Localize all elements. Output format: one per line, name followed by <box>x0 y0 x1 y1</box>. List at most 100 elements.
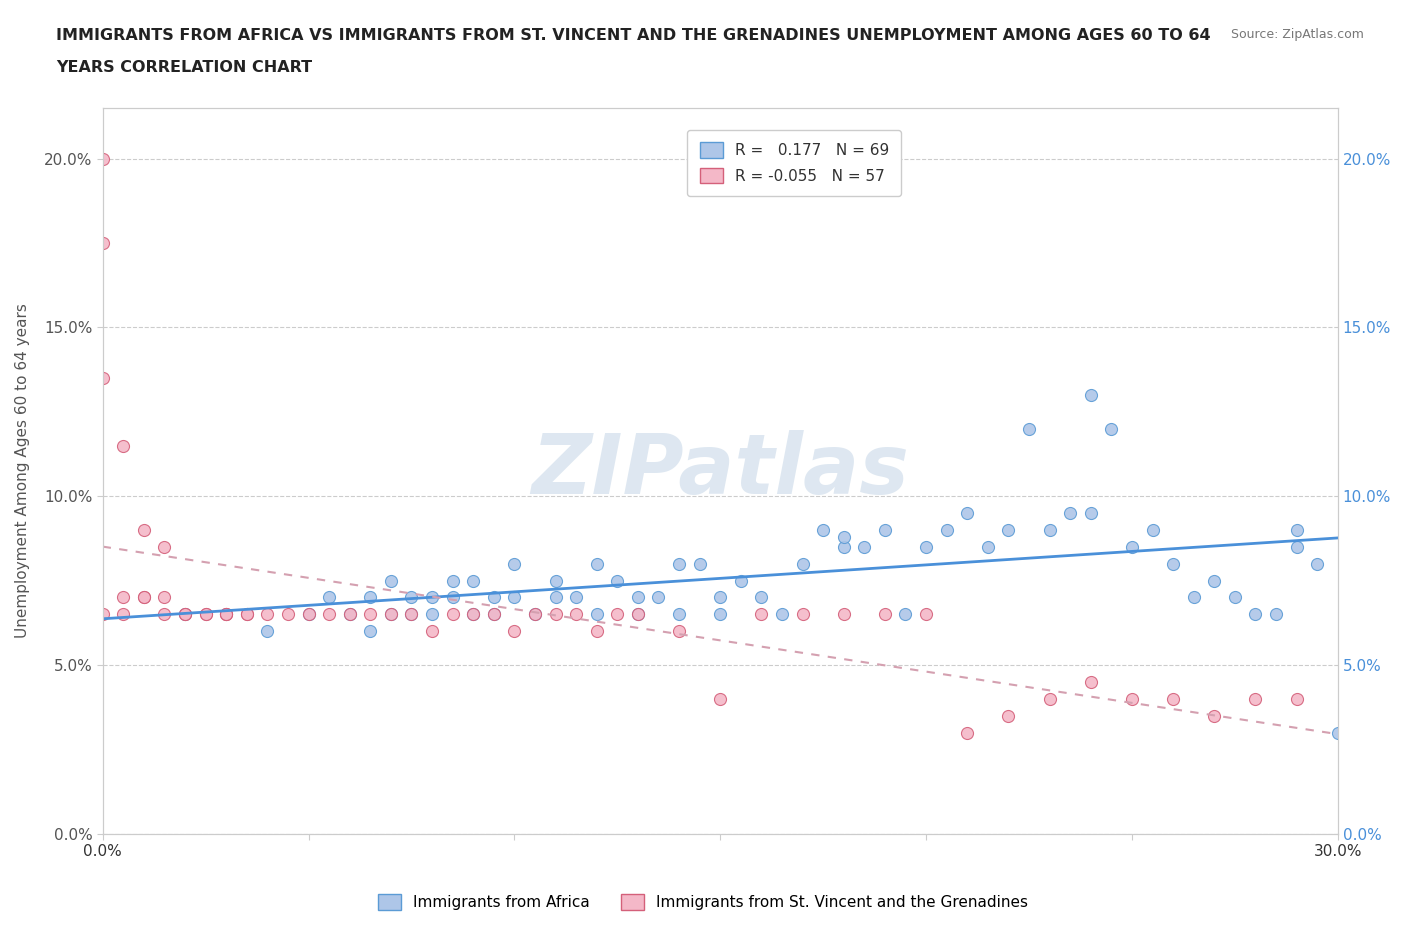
Point <box>132 523 155 538</box>
Point <box>359 607 381 622</box>
Point <box>91 607 114 622</box>
Point <box>1223 590 1246 604</box>
Point <box>1285 523 1308 538</box>
Point <box>1080 674 1102 689</box>
Point <box>585 607 607 622</box>
Point <box>770 607 793 622</box>
Point <box>668 624 690 639</box>
Point <box>1285 539 1308 554</box>
Point <box>730 573 752 588</box>
Point <box>792 607 814 622</box>
Point <box>1244 607 1267 622</box>
Point <box>297 607 319 622</box>
Point <box>585 556 607 571</box>
Point <box>935 523 957 538</box>
Point <box>1142 523 1164 538</box>
Point <box>606 607 628 622</box>
Point <box>441 573 464 588</box>
Point <box>215 607 238 622</box>
Point <box>1306 556 1329 571</box>
Point <box>751 607 773 622</box>
Point <box>153 590 176 604</box>
Point <box>503 624 526 639</box>
Text: YEARS CORRELATION CHART: YEARS CORRELATION CHART <box>56 60 312 75</box>
Point <box>1326 725 1348 740</box>
Point <box>585 624 607 639</box>
Point <box>112 438 135 453</box>
Point <box>91 152 114 166</box>
Point <box>318 607 340 622</box>
Point <box>1161 556 1184 571</box>
Point <box>997 708 1019 723</box>
Point <box>1285 691 1308 706</box>
Point <box>915 607 938 622</box>
Point <box>1121 539 1143 554</box>
Point <box>1121 691 1143 706</box>
Point <box>215 607 238 622</box>
Point <box>832 529 855 544</box>
Point <box>380 607 402 622</box>
Point <box>441 590 464 604</box>
Point <box>544 590 567 604</box>
Point <box>689 556 711 571</box>
Point <box>339 607 361 622</box>
Point <box>709 691 731 706</box>
Point <box>463 573 485 588</box>
Text: Source: ZipAtlas.com: Source: ZipAtlas.com <box>1230 28 1364 41</box>
Point <box>482 590 505 604</box>
Point <box>277 607 299 622</box>
Point <box>647 590 669 604</box>
Y-axis label: Unemployment Among Ages 60 to 64 years: Unemployment Among Ages 60 to 64 years <box>15 303 30 638</box>
Point <box>401 590 423 604</box>
Point <box>153 539 176 554</box>
Point <box>811 523 834 538</box>
Text: ZIPatlas: ZIPatlas <box>531 431 910 512</box>
Point <box>1080 506 1102 521</box>
Point <box>1080 388 1102 403</box>
Point <box>627 607 650 622</box>
Point <box>380 607 402 622</box>
Point <box>420 624 443 639</box>
Point <box>956 725 979 740</box>
Point <box>853 539 876 554</box>
Point <box>132 590 155 604</box>
Point <box>194 607 217 622</box>
Point <box>544 607 567 622</box>
Point <box>420 607 443 622</box>
Point <box>751 590 773 604</box>
Point <box>1204 708 1226 723</box>
Point <box>606 573 628 588</box>
Point <box>236 607 259 622</box>
Point <box>112 607 135 622</box>
Point <box>565 590 588 604</box>
Point <box>873 607 896 622</box>
Point <box>112 590 135 604</box>
Point <box>256 624 278 639</box>
Point <box>256 607 278 622</box>
Point <box>482 607 505 622</box>
Point <box>503 590 526 604</box>
Point <box>915 539 938 554</box>
Point <box>565 607 588 622</box>
Point <box>91 235 114 250</box>
Point <box>1059 506 1081 521</box>
Point <box>997 523 1019 538</box>
Point <box>174 607 197 622</box>
Point <box>441 607 464 622</box>
Point <box>194 607 217 622</box>
Point <box>174 607 197 622</box>
Point <box>153 607 176 622</box>
Point <box>503 556 526 571</box>
Point <box>1038 523 1060 538</box>
Point <box>359 590 381 604</box>
Point <box>174 607 197 622</box>
Point <box>359 624 381 639</box>
Point <box>873 523 896 538</box>
Point <box>401 607 423 622</box>
Point <box>297 607 319 622</box>
Point <box>1038 691 1060 706</box>
Point <box>832 607 855 622</box>
Point <box>627 590 650 604</box>
Point <box>544 573 567 588</box>
Point <box>668 607 690 622</box>
